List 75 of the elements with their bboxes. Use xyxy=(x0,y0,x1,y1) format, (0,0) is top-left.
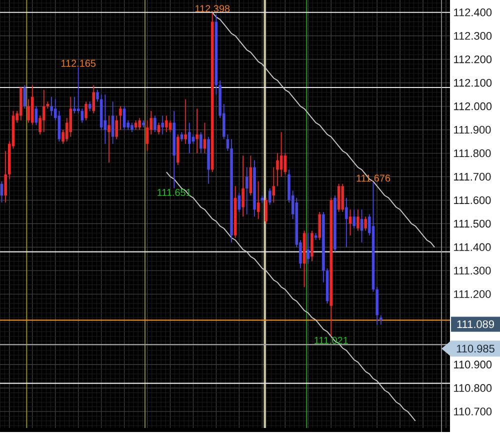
candlestick xyxy=(306,232,310,264)
candlestick xyxy=(73,96,76,114)
candlestick xyxy=(200,132,202,154)
candlestick xyxy=(318,211,321,241)
candlestick xyxy=(203,122,206,154)
candlestick xyxy=(134,120,138,130)
y-tick-label: 111.300 xyxy=(454,266,491,275)
ref-line-label: 110.985 xyxy=(456,344,494,353)
y-tick-label: 112.300 xyxy=(454,32,492,40)
y-tick-label: 111.200 xyxy=(454,290,491,298)
candlestick xyxy=(226,134,230,152)
candlestick xyxy=(146,120,149,152)
candlestick xyxy=(154,115,156,133)
candlestick xyxy=(245,166,248,215)
candlestick xyxy=(92,84,96,114)
candlestick xyxy=(115,115,118,140)
y-tick-label: 111.400 xyxy=(454,243,491,252)
candlestick xyxy=(96,89,99,102)
y-tick-label: 112.100 xyxy=(454,78,492,87)
y-tick-label: 112.200 xyxy=(454,55,492,64)
y-tick-label: 111.500 xyxy=(454,220,491,228)
candlestick xyxy=(84,101,88,121)
candlestick xyxy=(380,314,382,326)
candlestick xyxy=(168,120,172,133)
y-tick-label: 111.700 xyxy=(454,172,491,181)
candlestick xyxy=(310,230,314,262)
candlestick xyxy=(69,96,72,138)
candlestick xyxy=(34,106,38,126)
candlestick xyxy=(196,108,198,154)
candlestick xyxy=(242,155,244,218)
candlestick xyxy=(184,98,187,144)
candlestick xyxy=(157,122,160,135)
candlestick xyxy=(352,209,356,229)
candlestick xyxy=(76,67,80,114)
candlestick xyxy=(276,152,279,187)
candlestick xyxy=(27,98,30,124)
candlestick xyxy=(345,197,348,248)
candlestick xyxy=(284,152,287,175)
candlestick xyxy=(348,209,352,236)
candlestick xyxy=(42,89,46,133)
candlestick xyxy=(188,122,191,154)
y-tick-label: 111.600 xyxy=(454,196,491,204)
y-tick-label: 110.700 xyxy=(454,408,492,416)
candlestick xyxy=(108,115,110,164)
candlestick xyxy=(111,101,114,144)
y-tick-label: 110.800 xyxy=(454,384,492,392)
candlestick xyxy=(80,108,84,124)
y-tick-label: 112.400 xyxy=(454,8,492,16)
candlestick xyxy=(256,180,260,220)
candlestick xyxy=(58,110,61,142)
candlestick xyxy=(238,192,241,212)
y-tick-label: 112.000 xyxy=(454,102,492,110)
y-tick-label: 111.800 xyxy=(454,149,491,158)
candlestick xyxy=(104,94,107,144)
candlestick xyxy=(50,96,53,116)
candlestick xyxy=(356,209,360,232)
candlestick xyxy=(122,106,126,130)
candlestick xyxy=(4,150,7,203)
candlestick xyxy=(264,197,268,224)
candlestick xyxy=(337,183,340,212)
y-tick-label: 111.900 xyxy=(454,126,491,134)
candlestick xyxy=(161,115,164,135)
candlestick xyxy=(165,115,168,133)
candlestick xyxy=(130,122,134,133)
candlestick xyxy=(119,106,122,130)
candlestick xyxy=(23,84,26,110)
candlestick xyxy=(280,132,283,178)
annotation: 112.165 xyxy=(61,60,96,67)
candlestick xyxy=(341,183,344,212)
ref-line-label: 111.089 xyxy=(457,320,494,328)
candlestick xyxy=(138,118,141,130)
y-tick-label: 110.900 xyxy=(454,360,492,368)
annotation: 112.398 xyxy=(196,5,230,12)
candlestick xyxy=(364,216,367,232)
candlestick xyxy=(272,166,276,203)
